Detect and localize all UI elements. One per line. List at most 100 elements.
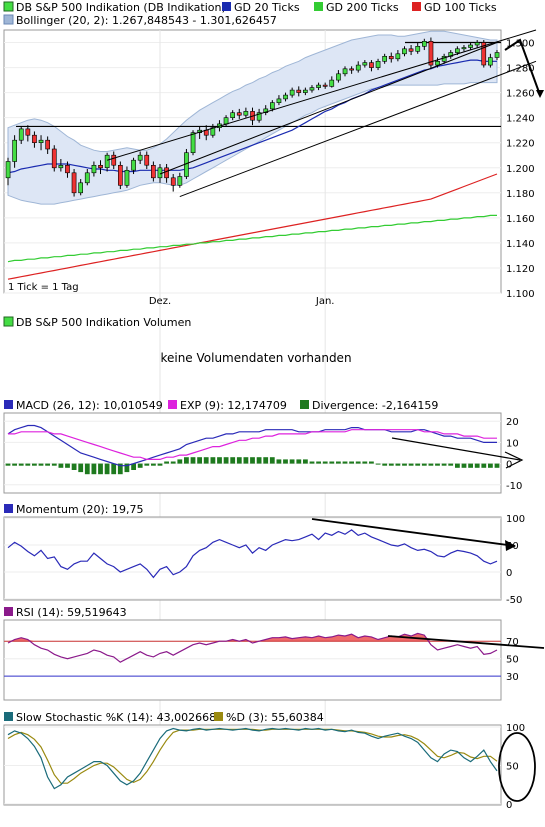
divergence-bar [488, 463, 493, 468]
candle-body [481, 42, 487, 66]
candle-body [131, 159, 136, 171]
divergence-bar [269, 457, 275, 464]
divergence-bar [230, 457, 236, 464]
divergence-bar [137, 463, 143, 468]
price-panel: 1.300 1.280 1.260 1.240 1.220 1.200 1.180 1.160… [3, 29, 544, 805]
price-y-tick: 1.120 [506, 264, 535, 275]
square-icon [4, 607, 13, 616]
macd-line [7, 424, 497, 467]
legend-main-series: DB S&P 500 Indikation (DB Indikation) [16, 1, 226, 14]
price-annotations [106, 29, 544, 198]
stoch-d-legend: %D (3): 55,60384 [226, 711, 324, 724]
candle-body [190, 132, 196, 153]
candle-body [269, 102, 275, 110]
candle-body [223, 117, 229, 125]
divergence-bar [289, 459, 295, 464]
price-y-tick: 1.180 [506, 189, 535, 200]
candle-body [382, 55, 388, 62]
price-y-tick: 1.160 [506, 214, 535, 225]
candle-body [98, 165, 103, 169]
stoch-k-legend: Slow Stochastic %K (14): 43,002668 [16, 711, 216, 724]
candle-body [428, 40, 434, 66]
macd-arrowhead [504, 451, 524, 469]
ma-line-2 [7, 59, 497, 174]
divergence-bar [309, 461, 315, 464]
square-icon [222, 2, 231, 11]
candle-body [342, 68, 348, 75]
divergence-bar [283, 459, 288, 464]
divergence-bar [71, 463, 77, 470]
divergence-bar [388, 463, 394, 466]
stoch-highlight-circle [498, 732, 536, 802]
candle-body [144, 154, 150, 166]
divergence-bar [184, 457, 189, 464]
legend-gd20: GD 20 Ticks [234, 1, 300, 14]
divergence-bar [296, 459, 302, 464]
divergence-bar [415, 463, 421, 466]
candle-body [18, 128, 24, 141]
divergence-bar [18, 463, 24, 466]
macd-legend: MACD (26, 12): 10,010549 [16, 399, 163, 412]
rsi-overbought-area [8, 633, 497, 642]
divergence-bar [375, 463, 381, 465]
divergence-bar [336, 461, 341, 464]
divergence-bar [474, 463, 480, 468]
ma-line-3 [7, 173, 498, 280]
divergence-bar [494, 463, 500, 468]
candle-body [454, 48, 460, 53]
divergence-bar [395, 463, 401, 466]
candle-body [51, 148, 57, 169]
divergence-bar [435, 463, 440, 466]
candle-icon [3, 1, 14, 12]
momentum-legend: Momentum (20): 19,75 [16, 503, 143, 516]
candle-body [494, 52, 500, 58]
divergence-bar [157, 463, 163, 466]
divergence-bar [355, 461, 361, 464]
divergence-bar [124, 463, 130, 473]
candle-body [487, 57, 493, 66]
divergence-bar [362, 461, 368, 464]
divergence-bar [210, 457, 216, 464]
candle-body [164, 167, 169, 179]
candle-body [71, 172, 77, 194]
rsi-panel: RSI (14): 59,519643 70 50 30 [3, 606, 545, 701]
square-icon [4, 504, 13, 513]
divergence-bar [455, 463, 460, 468]
candle-body [415, 45, 421, 52]
candle-body [25, 128, 31, 136]
candle-body [104, 154, 110, 168]
divergence-bar [349, 461, 354, 464]
divergence-bar [131, 463, 136, 470]
macd-divergence-annotation [391, 437, 521, 461]
stoch-y-tick: 100 [506, 723, 525, 734]
ma-line-4 [7, 214, 497, 263]
macd-y-tick: -10 [506, 481, 522, 492]
volume-icon [3, 316, 14, 327]
divergence-bar [45, 463, 50, 466]
divergence-bar [170, 461, 176, 464]
rsi-panel-frame [3, 619, 502, 701]
momentum-arrowhead [505, 540, 516, 551]
rsi-divergence-annotation [387, 635, 545, 649]
divergence-bar [38, 463, 44, 466]
candle-body [461, 47, 467, 50]
candle-body [316, 84, 321, 88]
divergence-bar [303, 459, 308, 464]
divergence-bar [177, 459, 183, 464]
candle-body [111, 154, 117, 166]
divergence-bar [441, 463, 447, 466]
divergence-bar [342, 461, 348, 464]
divergence-bar [84, 463, 90, 475]
candle-body [84, 172, 90, 184]
momentum-y-tick: 0 [506, 568, 512, 579]
rsi-chart: 70 50 30 [4, 632, 545, 683]
divergence-bar [5, 463, 11, 466]
divergence-legend: Divergence: -2,164159 [312, 399, 438, 412]
candle-body [421, 40, 427, 47]
candle-body [170, 177, 176, 186]
candle-body [243, 111, 249, 116]
price-y-tick: 1.100 [506, 289, 535, 300]
candle-body [362, 62, 368, 66]
candle-body [322, 84, 328, 87]
price-x-label: Jan. [315, 296, 335, 307]
